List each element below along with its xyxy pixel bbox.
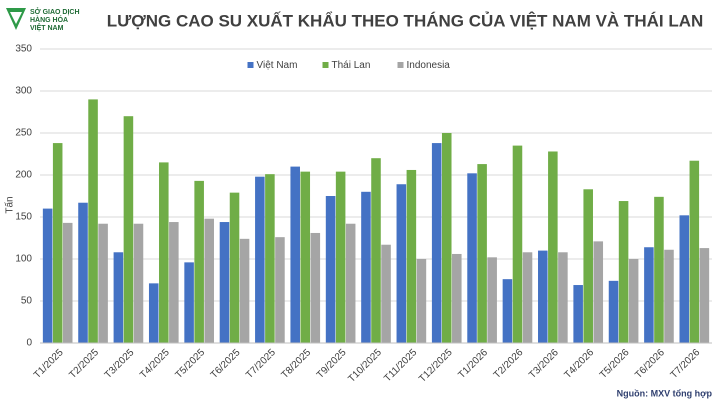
x-tick-label: T1/2026 (456, 347, 490, 381)
bar (628, 259, 639, 343)
bar (522, 252, 533, 343)
legend-label: Indonesia (407, 60, 451, 71)
bar (325, 196, 336, 343)
x-tick-label: T2/2026 (492, 347, 526, 381)
bar (255, 176, 265, 343)
x-tick-label: T9/2025 (315, 347, 349, 381)
bar (229, 192, 240, 343)
x-tick-label: T6/2025 (209, 347, 243, 381)
x-tick-label: T4/2026 (562, 347, 596, 381)
x-tick-label: T2/2025 (67, 347, 101, 381)
bar (654, 196, 664, 343)
logo: SỞ GIAO DỊCH HÀNG HÓA VIỆT NAM (6, 7, 80, 32)
bar (593, 241, 604, 343)
bar (487, 257, 497, 343)
bar (123, 116, 134, 343)
x-tick-label: T11/2025 (382, 347, 419, 384)
y-axis-label: Tấn (4, 196, 16, 213)
bar (42, 208, 53, 343)
legend-swatch (322, 62, 329, 68)
bar (689, 160, 700, 343)
legend-label: Việt Nam (257, 60, 298, 71)
x-tick-label: T10/2025 (346, 347, 384, 385)
y-tick-label: 350 (15, 44, 32, 55)
bar (62, 222, 73, 343)
bar (194, 180, 204, 343)
logo-icon-inner (10, 12, 22, 24)
bar (300, 171, 311, 343)
legend-swatch (397, 62, 404, 68)
bar (679, 215, 690, 343)
y-tick-label: 50 (21, 296, 33, 307)
logo-text: HÀNG HÓA (30, 15, 68, 24)
bar (477, 164, 487, 343)
bar (618, 201, 629, 343)
bar (361, 191, 371, 343)
y-tick-label: 150 (15, 212, 32, 223)
y-tick-label: 100 (15, 254, 32, 265)
bar (159, 162, 169, 343)
x-tick-label: T5/2026 (598, 347, 632, 381)
bar (219, 222, 230, 343)
bar (335, 171, 346, 343)
bar (78, 202, 88, 343)
x-tick-label: T5/2025 (173, 347, 207, 381)
bar (98, 223, 108, 343)
bar (583, 189, 593, 343)
bar (406, 169, 417, 343)
bar (573, 285, 583, 343)
bar (664, 249, 674, 343)
x-tick-label: T3/2026 (527, 347, 561, 381)
bar (148, 283, 159, 343)
bar (452, 253, 462, 343)
bar (431, 143, 442, 343)
x-tick-label: T7/2025 (244, 347, 278, 381)
y-tick-label: 250 (15, 128, 32, 139)
bar (608, 280, 619, 343)
x-tick-label: T3/2025 (103, 347, 137, 381)
bar (275, 237, 285, 343)
bar (416, 259, 427, 343)
source: Nguồn: MXV tổng hợp (617, 388, 713, 398)
bar (133, 223, 144, 343)
logo-text: SỞ GIAO DỊCH (30, 7, 80, 16)
bar (558, 252, 568, 343)
y-tick-label: 300 (15, 86, 32, 97)
bar (345, 223, 356, 343)
bar (441, 133, 452, 343)
x-tick-label: T12/2025 (417, 347, 455, 385)
legend-label: Thái Lan (332, 60, 371, 71)
bar (310, 232, 321, 343)
bar (644, 247, 654, 343)
legend-swatch (247, 62, 254, 68)
x-tick-label: T6/2026 (633, 347, 667, 381)
x-tick-label: T7/2026 (669, 347, 703, 381)
x-tick-label: T1/2025 (32, 347, 66, 381)
x-tick-label: T4/2025 (138, 347, 172, 381)
bar (538, 250, 548, 343)
bar (381, 244, 391, 343)
y-tick-label: 200 (15, 170, 32, 181)
bar (371, 158, 381, 343)
bar (502, 279, 513, 343)
bar (548, 151, 558, 343)
bar (88, 99, 98, 344)
bar (512, 145, 523, 343)
bar (184, 262, 194, 343)
bar (290, 166, 300, 343)
bar (52, 143, 63, 343)
bar (699, 248, 710, 343)
x-tick-label: T8/2025 (280, 347, 314, 381)
bar (396, 184, 407, 343)
logo-text: VIỆT NAM (30, 23, 64, 32)
bar (265, 174, 275, 343)
bar (467, 173, 477, 343)
y-tick-label: 0 (26, 338, 32, 349)
bar (113, 252, 124, 343)
bar (239, 238, 250, 343)
bar (204, 218, 214, 343)
chart-title: LƯỢNG CAO SU XUẤT KHẨU THEO THÁNG CỦA VI… (107, 11, 704, 30)
bar (169, 222, 179, 343)
